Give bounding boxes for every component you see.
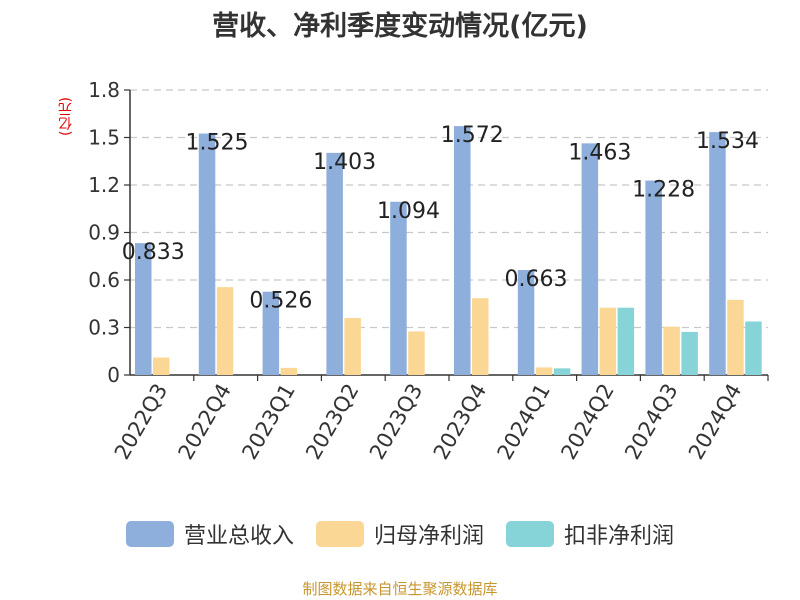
bar-net-profit (153, 357, 170, 375)
y-tick-label: 1.2 (88, 173, 120, 197)
legend-swatch-deducted-profit (506, 521, 554, 547)
data-label: 1.463 (568, 140, 631, 165)
bar-net-profit (216, 287, 234, 375)
bar-revenue (135, 243, 152, 375)
x-tick-label: 2023Q1 (237, 380, 299, 464)
x-tick-label: 2022Q3 (110, 380, 172, 464)
x-tick-label: 2024Q3 (620, 380, 682, 464)
data-label: 0.526 (249, 289, 312, 314)
y-tick-label: 1.8 (88, 78, 120, 102)
legend: 营业总收入 归母净利润 扣非净利润 (0, 518, 800, 550)
data-label: 0.833 (122, 240, 185, 265)
bar-net-profit (344, 318, 361, 375)
y-tick-label: 0.6 (88, 268, 120, 292)
x-tick-label: 2023Q4 (429, 380, 491, 464)
legend-label-deducted-profit: 扣非净利润 (564, 524, 675, 549)
bar-deducted-profit (745, 321, 762, 375)
bar-revenue (198, 133, 216, 375)
x-tick-label: 2023Q3 (365, 380, 427, 464)
bar-revenue (262, 291, 280, 375)
data-label: 1.228 (632, 178, 695, 203)
bar-revenue (326, 152, 343, 375)
bar-revenue (645, 180, 662, 375)
legend-item-revenue[interactable]: 营业总收入 (125, 518, 294, 550)
data-label: 0.663 (505, 267, 568, 292)
data-label: 1.534 (696, 129, 759, 154)
bar-revenue (581, 143, 599, 375)
data-label: 1.572 (441, 123, 504, 148)
bar-net-profit (472, 298, 489, 375)
bar-net-profit (727, 299, 744, 375)
chart-title: 营收、净利季度变动情况(亿元) (212, 11, 588, 42)
legend-label-net-profit: 归母净利润 (373, 524, 484, 549)
legend-item-net-profit[interactable]: 归母净利润 (315, 518, 484, 550)
bar-revenue (390, 201, 407, 375)
data-label: 1.094 (377, 199, 440, 224)
x-tick-label: 2024Q2 (556, 380, 618, 464)
y-tick-label: 0.3 (88, 316, 120, 340)
legend-item-deducted-profit[interactable]: 扣非净利润 (506, 518, 674, 550)
x-tick-label: 2024Q4 (684, 380, 746, 464)
legend-swatch-revenue (125, 521, 174, 547)
y-tick-label: 1.5 (88, 126, 120, 150)
bar-revenue (454, 126, 471, 375)
data-label: 1.525 (186, 131, 249, 156)
x-tick-label: 2024Q1 (493, 380, 555, 464)
bar-revenue (709, 132, 726, 375)
data-source-note: 制图数据来自恒生聚源数据库 (302, 580, 498, 598)
x-tick-label: 2022Q4 (174, 380, 236, 464)
bar-deducted-profit (681, 331, 698, 375)
legend-swatch-net-profit (315, 521, 364, 547)
bar-net-profit (663, 326, 680, 375)
bar-net-profit (408, 331, 425, 375)
bar-net-profit (280, 367, 298, 375)
legend-label-revenue: 营业总收入 (183, 524, 294, 549)
bar-revenue (517, 270, 535, 375)
x-tick-label: 2023Q2 (301, 380, 363, 464)
y-tick-label: 0 (107, 363, 120, 387)
bar-deducted-profit (617, 307, 635, 375)
y-tick-label: 0.9 (88, 221, 120, 245)
data-label: 1.403 (313, 150, 376, 175)
bar-deducted-profit (553, 368, 571, 375)
bar-net-profit (599, 307, 617, 375)
bar-net-profit (535, 367, 553, 375)
